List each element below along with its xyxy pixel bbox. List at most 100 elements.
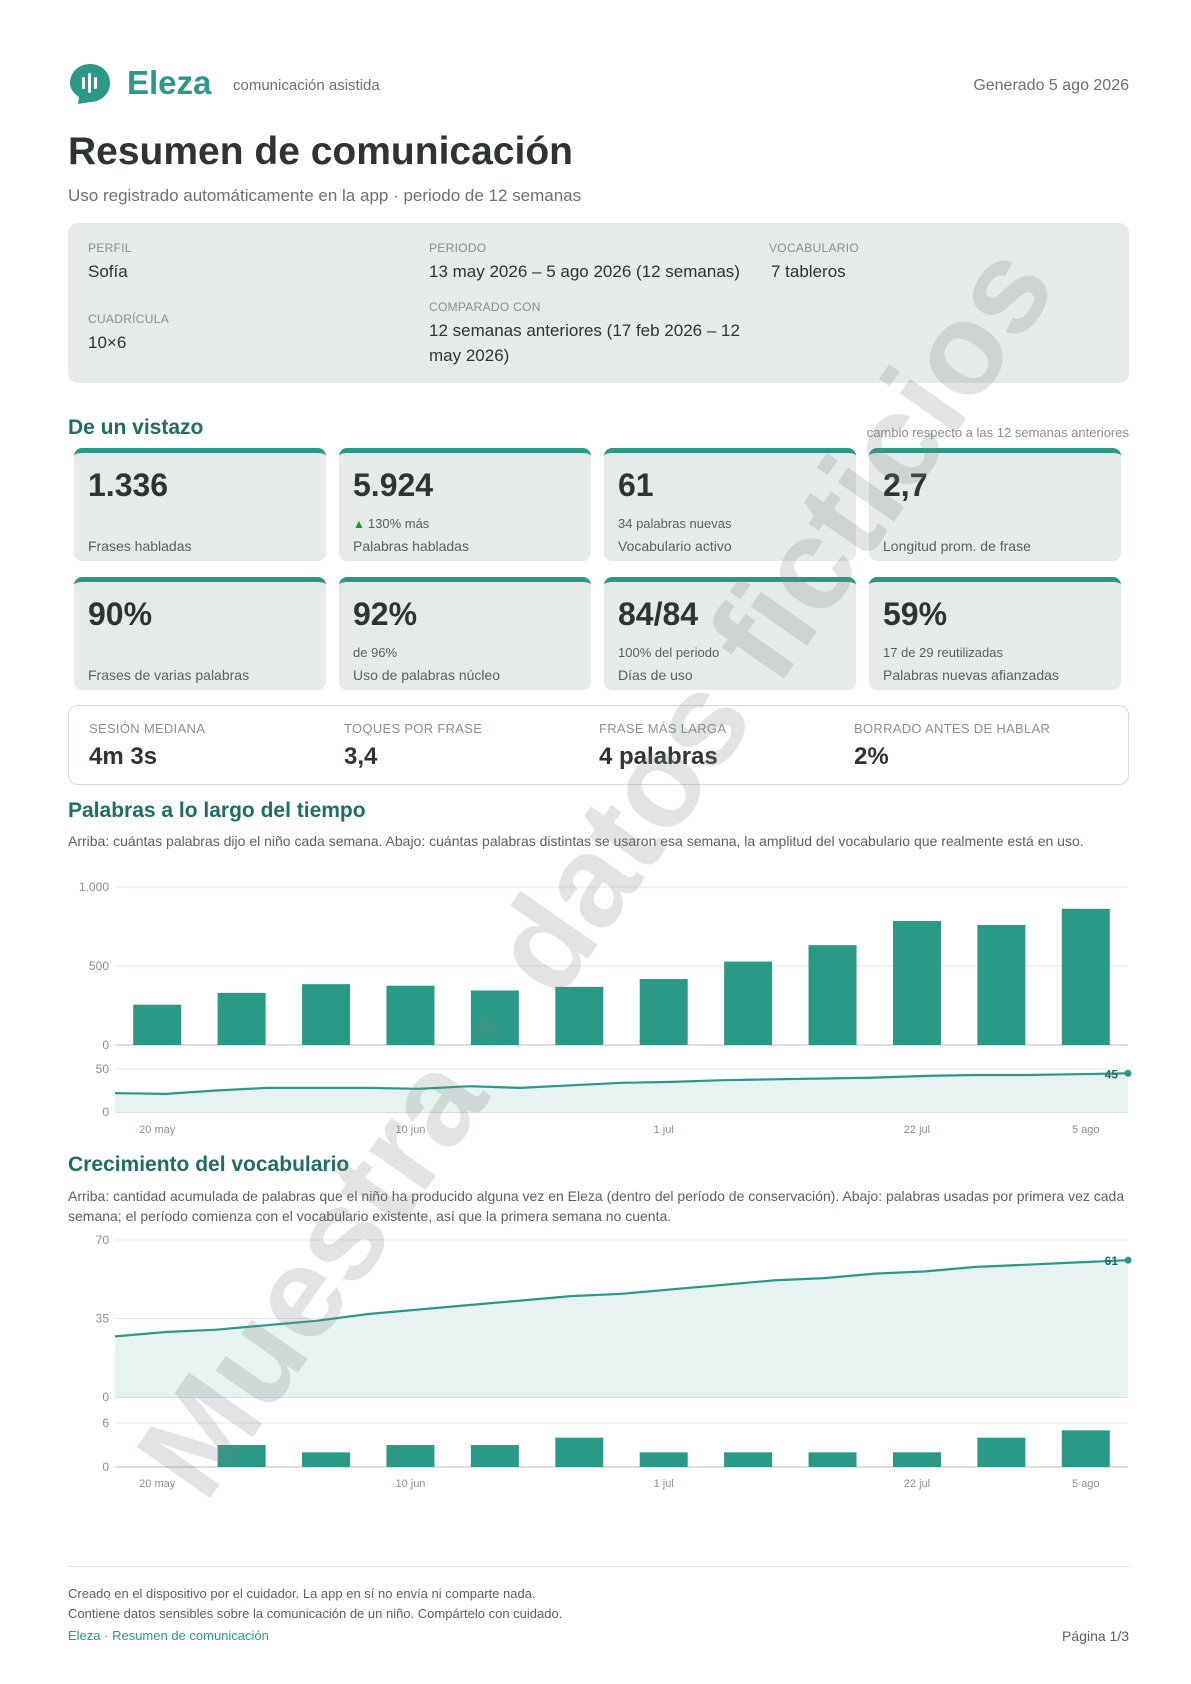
stat-card: 1.336 Frases habladas [74, 448, 326, 561]
vocab-heading: Crecimiento del vocabulario [68, 1153, 350, 1176]
session-stats-strip: SESIÓN MEDIANA 4m 3s TOQUES POR FRASE 3,… [68, 705, 1129, 785]
distinct-words-chart-end-label: 45 [1105, 1067, 1119, 1081]
comparado-value-line1: 12 semanas anteriores (17 feb 2026 – 12 [429, 321, 740, 340]
stat-card: 2,7 Longitud prom. de frase [869, 448, 1121, 561]
cumulative-vocab-chart-y-tick: 35 [96, 1312, 110, 1326]
new-words-chart-bar [302, 1452, 351, 1467]
stat-label: Uso de palabras núcleo [353, 667, 501, 683]
stat-label: Palabras habladas [353, 538, 469, 554]
new-words-chart-bar [977, 1437, 1026, 1467]
weekly-words-chart-bar [386, 985, 435, 1045]
distinct-words-chart-end-point [1124, 1069, 1132, 1077]
new-words-chart-bar [724, 1452, 773, 1467]
cumulative-vocab-chart-y-tick: 70 [96, 1233, 110, 1247]
cumulative-vocab-chart-end-label: 61 [1105, 1254, 1119, 1268]
new-words-chart-bar [892, 1452, 941, 1467]
footer-doc-name: Eleza · Resumen de comunicación [68, 1628, 269, 1643]
page-title: Resumen de comunicación [68, 130, 573, 173]
weekly-words-chart-bar [724, 961, 773, 1045]
weekly-words-chart-bar [217, 992, 266, 1045]
stat-value: 92% [353, 596, 418, 632]
distinct-words-chart-area [115, 1073, 1128, 1112]
weekly-words-chart-bar [470, 990, 519, 1045]
cumulative-vocab-chart-y-tick: 0 [102, 1390, 109, 1404]
stat-card: 59% 17 de 29 reutilizadas Palabras nueva… [869, 577, 1121, 690]
words-axis-x-tick: 1 jul [654, 1124, 674, 1136]
page-subtitle: Uso registrado automáticamente en la app… [68, 186, 582, 205]
footer-divider [68, 1566, 1129, 1567]
strip-value: 3,4 [344, 743, 378, 770]
stat-card: 5.924 ▲ 130% más Palabras habladas [339, 448, 591, 561]
stat-label: Longitud prom. de frase [883, 538, 1031, 554]
vocabulario-label: VOCABULARIO [769, 241, 859, 255]
stat-card: 92% de 96% Uso de palabras núcleo [339, 577, 591, 690]
weekly-words-chart-bar [808, 945, 857, 1045]
words-description: Arriba: cuántas palabras dijo el niño ca… [68, 833, 1084, 849]
new-words-chart-bar [386, 1445, 435, 1467]
weekly-words-chart-bar [1061, 908, 1110, 1045]
distinct-words-chart-y-tick: 50 [96, 1062, 110, 1076]
words-axis-x-tick: 10 jun [395, 1124, 425, 1136]
vocab-axis-x-tick: 5 ago [1072, 1478, 1100, 1490]
weekly-words-chart-y-tick: 1.000 [79, 880, 109, 894]
stat-label: Palabras nuevas afianzadas [883, 667, 1059, 683]
vocab-axis-x-tick: 22 jul [904, 1478, 930, 1490]
stat-value: 1.336 [88, 467, 169, 503]
stat-label: Días de uso [618, 667, 693, 683]
new-words-chart-y-tick: 6 [102, 1416, 109, 1430]
weekly-words-chart-bar [133, 1004, 182, 1045]
stat-card: 61 34 palabras nuevas Vocabulario activo [604, 448, 856, 561]
footer-note-2: Contiene datos sensibles sobre la comuni… [68, 1606, 563, 1621]
brand-name: Eleza [127, 64, 212, 101]
vocabulario-value: 7 tableros [771, 262, 846, 281]
stat-delta: 100% del periodo [618, 645, 720, 660]
weekly-words-chart-y-tick: 500 [89, 959, 109, 973]
strip-value: 4m 3s [89, 743, 158, 770]
strip-value: 2% [854, 743, 889, 770]
cuadricula-label: CUADRÍCULA [88, 312, 170, 326]
cumulative-vocab-chart-line [114, 1259, 1129, 1338]
new-words-chart-bar [217, 1445, 266, 1467]
glance-note: cambio respecto a las 12 semanas anterio… [866, 425, 1129, 440]
strip-label: SESIÓN MEDIANA [89, 721, 206, 736]
weekly-words-chart-bar [892, 920, 941, 1045]
stat-value: 59% [883, 596, 948, 632]
trend-up-icon: ▲ [353, 517, 365, 531]
speech-bubble-soundwave-icon [70, 64, 110, 104]
stat-delta-text: 130% más [367, 516, 430, 531]
strip-value: 4 palabras [599, 743, 718, 770]
new-words-chart-y-tick: 0 [102, 1460, 109, 1474]
stat-label: Vocabulario activo [618, 538, 732, 554]
comparado-label: COMPARADO CON [429, 300, 541, 314]
stat-delta: de 96% [353, 645, 398, 660]
stat-value: 90% [88, 596, 153, 632]
cumulative-vocab-chart-end-point [1124, 1256, 1132, 1264]
new-words-chart-bar [1061, 1430, 1110, 1467]
page-number: Página 1/3 [1062, 1628, 1129, 1644]
stat-delta: 34 palabras nuevas [618, 516, 732, 531]
weekly-words-chart-bar [302, 984, 351, 1045]
vocab-description: Arriba: cantidad acumulada de palabras q… [68, 1188, 1125, 1224]
weekly-words-chart-y-tick: 0 [102, 1038, 109, 1052]
stat-label: Frases habladas [88, 538, 192, 554]
stat-value: 84/84 [618, 596, 699, 632]
new-words-chart-bar [639, 1452, 688, 1467]
comparado-value-line2: may 2026) [429, 346, 510, 365]
new-words-chart-bar [808, 1452, 857, 1467]
stat-card: 90% Frases de varias palabras [74, 577, 326, 690]
stat-value: 5.924 [353, 467, 434, 503]
vocab-axis-x-tick: 20 may [139, 1478, 176, 1490]
stat-delta: ▲ 130% más [353, 516, 429, 531]
stat-card: 84/84 100% del periodo Días de uso [604, 577, 856, 690]
perfil-label: PERFIL [88, 241, 132, 255]
weekly-words-chart-bar [639, 978, 688, 1045]
distinct-words-chart-line [114, 1072, 1129, 1096]
brand-tagline: comunicación asistida [233, 77, 380, 94]
periodo-label: PERIODO [429, 241, 487, 255]
new-words-chart-bar [555, 1437, 604, 1467]
stat-value: 61 [618, 467, 654, 503]
stat-label: Frases de varias palabras [88, 667, 250, 683]
vocab-axis-x-tick: 10 jun [395, 1478, 425, 1490]
